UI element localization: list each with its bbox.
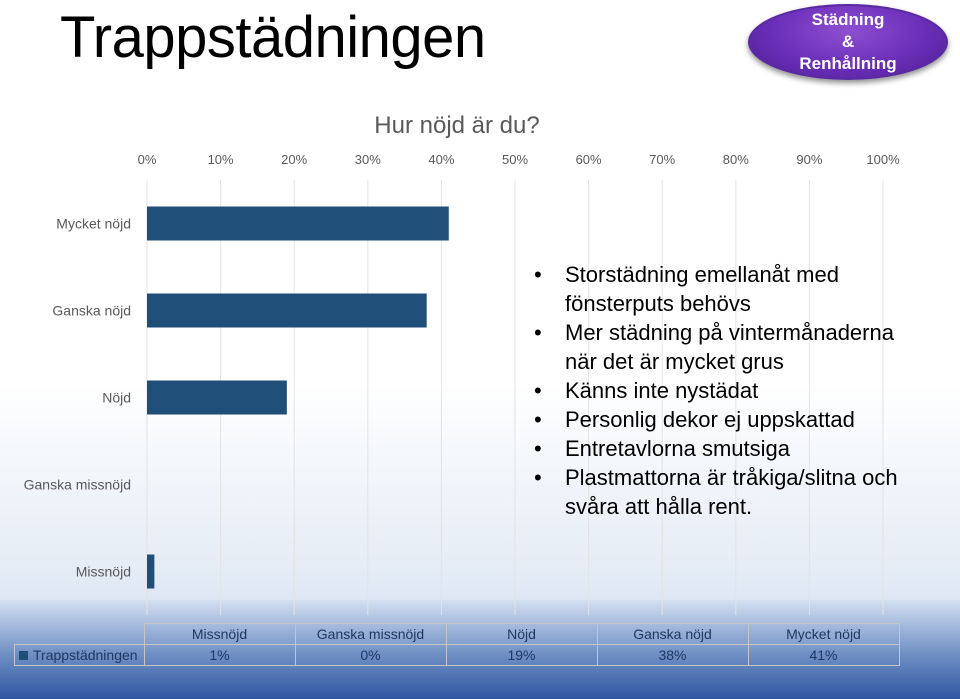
data-table-cell: 1% (143, 644, 296, 666)
data-table-row-label: Trappstädningen (14, 644, 145, 666)
logo-line-2: & (841, 32, 855, 51)
x-tick-label: 0% (138, 152, 157, 167)
data-table-header-row: Missnöjd Ganska missnöjd Nöjd Ganska nöj… (15, 623, 900, 645)
x-tick-label: 10% (208, 152, 234, 167)
bar (147, 554, 155, 589)
data-table-corner (15, 624, 145, 645)
comment-item: Entretavlorna smutsiga (530, 434, 910, 463)
x-tick-label: 30% (355, 152, 381, 167)
logo-line-1: Städning (811, 10, 885, 29)
data-table-header: Mycket nöjd (747, 623, 900, 645)
x-tick-label: 20% (281, 152, 307, 167)
comment-list: Storstädning emellanåt med fönsterputs b… (530, 260, 910, 521)
data-table-header: Missnöjd (143, 623, 296, 645)
data-table-cell: 38% (596, 644, 749, 666)
x-tick-label: 80% (723, 152, 749, 167)
x-tick-label: 70% (649, 152, 675, 167)
data-table-header: Ganska missnöjd (294, 623, 447, 645)
data-table-header: Nöjd (445, 623, 598, 645)
logo-badge: Städning & Renhållning (748, 4, 948, 80)
category-label: Ganska missnöjd (24, 477, 131, 493)
comment-item: Personlig dekor ej uppskattad (530, 405, 910, 434)
comment-item: Mer städning på vintermånaderna när det … (530, 318, 910, 376)
x-tick-label: 90% (796, 152, 822, 167)
data-table-cell: 41% (747, 644, 900, 666)
x-tick-label: 40% (428, 152, 454, 167)
x-tick-label: 50% (502, 152, 528, 167)
data-table-row: Trappstädningen 1% 0% 19% 38% 41% (14, 644, 900, 666)
category-label: Missnöjd (76, 564, 131, 580)
x-tick-label: 60% (576, 152, 602, 167)
bar (147, 206, 449, 241)
category-label: Nöjd (102, 390, 131, 406)
comment-item: Känns inte nystädat (530, 376, 910, 405)
logo-line-3: Renhållning (799, 54, 897, 73)
data-table: Missnöjd Ganska missnöjd Nöjd Ganska nöj… (14, 623, 900, 666)
data-table-cell: 0% (294, 644, 447, 666)
x-tick-label: 100% (866, 152, 900, 167)
bar-chart: Hur nöjd är du? 0% 10% 20% 30% 40% 50% 60% 70% 80… (24, 112, 900, 615)
category-label: Ganska nöjd (52, 303, 131, 319)
slide-title: Trappstädningen (60, 5, 486, 70)
bar (147, 293, 427, 328)
data-table-series-name: Trappstädningen (33, 647, 138, 663)
data-table-cell: 19% (445, 644, 598, 666)
legend-key (19, 651, 28, 660)
comment-item: Storstädning emellanåt med fönsterputs b… (530, 260, 910, 318)
data-table-header: Ganska nöjd (596, 623, 749, 645)
chart-title: Hur nöjd är du? (374, 112, 539, 139)
bar (147, 380, 287, 415)
category-label: Mycket nöjd (56, 216, 131, 232)
comment-item: Plastmattorna är tråkiga/slitna och svår… (530, 463, 910, 521)
